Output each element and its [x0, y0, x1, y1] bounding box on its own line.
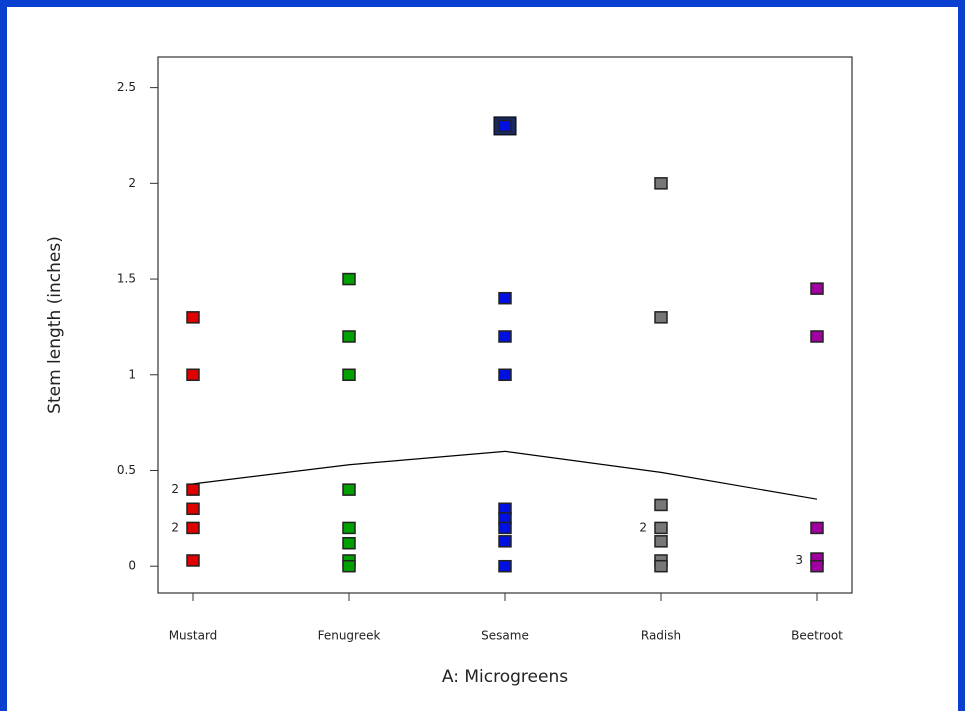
point	[654, 498, 668, 512]
point	[654, 177, 668, 190]
x-tick-label: Beetroot	[791, 629, 843, 643]
y-axis-title: Stem length (inches)	[45, 236, 65, 414]
y-tick-label: 0.5	[117, 463, 136, 477]
count-label: 2	[171, 520, 179, 534]
count-label: 3	[795, 553, 803, 567]
point	[810, 521, 824, 535]
x-tick-label: Sesame	[481, 629, 529, 643]
mean-line	[192, 450, 818, 500]
point	[810, 282, 824, 295]
point	[342, 368, 356, 382]
point	[498, 119, 512, 133]
point	[186, 311, 200, 324]
point	[654, 559, 668, 573]
y-tick-label: 1.5	[117, 272, 136, 286]
point	[186, 521, 200, 535]
y-tick-label: 0	[128, 559, 136, 573]
y-tick-label: 1	[128, 367, 136, 381]
x-tick-label: Mustard	[169, 629, 218, 643]
count-label: 2	[639, 520, 647, 534]
point	[186, 502, 200, 516]
point	[498, 559, 512, 573]
point	[342, 330, 356, 343]
point	[342, 272, 356, 286]
point	[498, 291, 512, 305]
y-tick-label: 2	[128, 176, 136, 190]
point	[654, 311, 668, 324]
point	[498, 330, 512, 343]
point	[654, 521, 668, 535]
point	[810, 559, 824, 573]
point	[498, 521, 512, 535]
point	[342, 536, 356, 550]
point	[342, 559, 356, 573]
point	[342, 521, 356, 535]
point	[498, 535, 512, 548]
y-tick-label: 2.5	[117, 80, 136, 94]
x-axis-title: A: Microgreens	[442, 667, 568, 687]
point	[186, 368, 200, 382]
count-label: 2	[171, 482, 179, 496]
point	[186, 483, 200, 496]
point	[498, 368, 512, 382]
x-tick-label: Radish	[641, 629, 681, 643]
point	[342, 483, 356, 496]
x-tick-label: Fenugreek	[318, 629, 381, 643]
point	[186, 554, 200, 567]
point	[654, 535, 668, 548]
point	[810, 330, 824, 343]
